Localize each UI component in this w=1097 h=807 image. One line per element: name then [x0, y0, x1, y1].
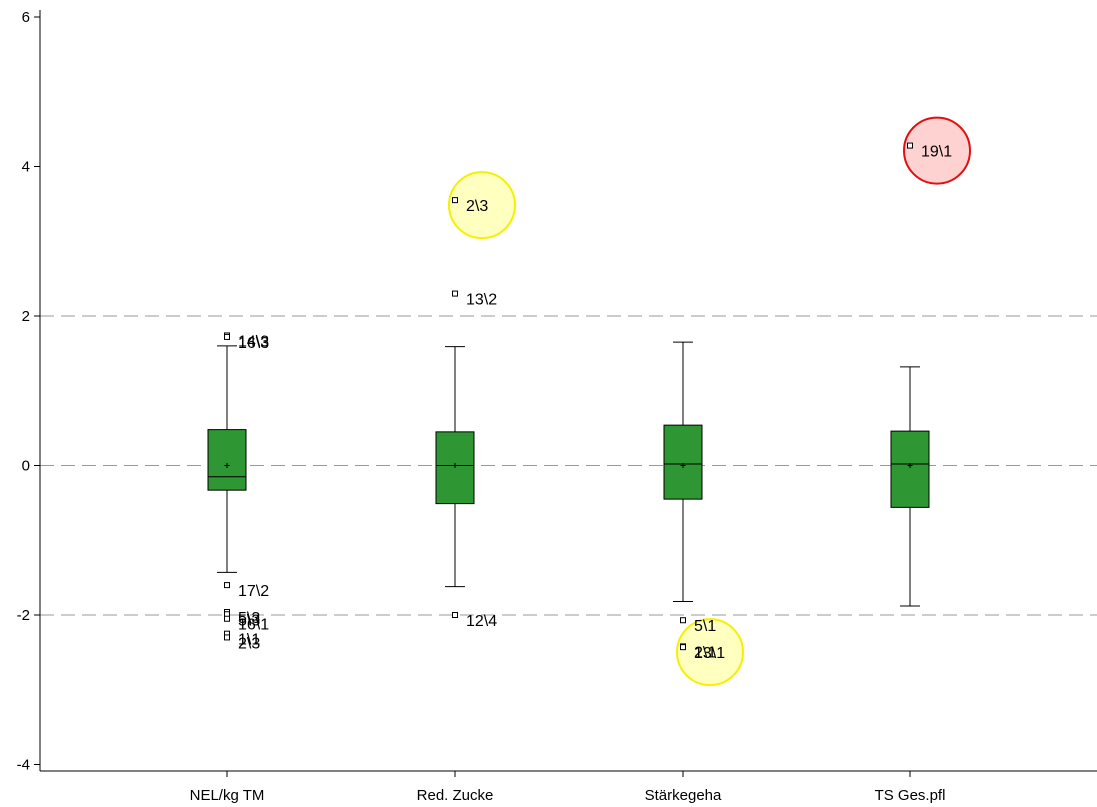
y-tick-label: -2	[17, 607, 30, 624]
box	[207, 429, 247, 491]
outliers-layer: 14\316\317\25\35\316\11\12\32\313\212\4 5…	[224, 142, 952, 662]
outlier-label: 5\3	[238, 612, 260, 629]
outlier-label: 2\1	[694, 644, 716, 661]
y-tick-label: 6	[22, 9, 30, 26]
outlier-label: 19\1	[921, 144, 952, 161]
box-group	[890, 366, 930, 607]
x-tick-label: NEL/kg TM	[190, 787, 265, 804]
y-tick-label: -4	[17, 757, 30, 774]
outlier-label: 16\1	[238, 617, 269, 634]
highlight-circle	[676, 618, 744, 687]
x-tick-label: Stärkegeha	[645, 787, 722, 804]
y-tick-label: 4	[22, 159, 30, 176]
highlight-circle	[903, 116, 971, 185]
outlier-label: 13\2	[466, 292, 497, 309]
outlier-label: 16\3	[238, 335, 269, 352]
x-tick-label: TS Ges.pfl	[875, 787, 946, 804]
outlier-point	[452, 197, 458, 204]
outlier-label: 13\1	[694, 645, 725, 662]
outlier-point	[224, 615, 230, 622]
highlight-layer	[448, 116, 971, 687]
axes: -4 -2 0 2 4 6 NEL/kg TM Red. Zucke Stärkegeha TS …	[17, 9, 1097, 804]
outlier-label: 1\1	[238, 632, 260, 649]
highlight-circle	[448, 171, 516, 240]
y-tick-label: 0	[22, 458, 30, 475]
box-group	[207, 345, 247, 573]
outlier-label: 12\4	[466, 613, 497, 630]
reference-lines	[40, 315, 1097, 616]
outlier-label: 2\3	[466, 198, 488, 215]
outlier-label: 17\2	[238, 583, 269, 600]
outlier-label: 5\1	[694, 618, 716, 635]
outlier-point	[680, 644, 686, 651]
box-group	[663, 341, 703, 603]
box-group	[435, 346, 475, 588]
outlier-point	[907, 142, 913, 149]
outlier-point	[224, 333, 230, 340]
outlier-label: 2\3	[238, 635, 260, 652]
boxes-layer	[207, 341, 930, 607]
outlier-point	[680, 617, 686, 624]
y-tick-label: 2	[22, 308, 30, 325]
outlier-point	[224, 582, 230, 589]
outlier-label: 14\3	[238, 333, 269, 350]
box	[890, 430, 930, 508]
box	[663, 424, 703, 500]
x-tick-label: Red. Zucke	[417, 787, 494, 804]
outlier-point	[452, 612, 458, 618]
outlier-label: 5\3	[238, 610, 260, 627]
outlier-point	[452, 290, 458, 297]
outlier-point	[224, 634, 230, 641]
